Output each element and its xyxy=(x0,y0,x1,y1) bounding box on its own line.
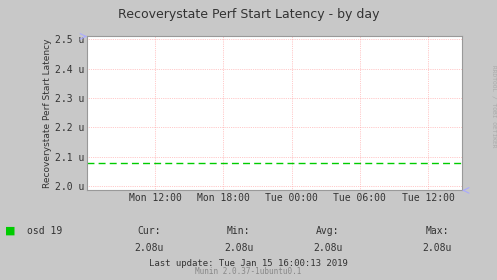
Text: 2.08u: 2.08u xyxy=(313,243,343,253)
Text: Munin 2.0.37-1ubuntu0.1: Munin 2.0.37-1ubuntu0.1 xyxy=(195,267,302,276)
Text: 2.08u: 2.08u xyxy=(224,243,253,253)
Text: Avg:: Avg: xyxy=(316,226,340,236)
Text: Min:: Min: xyxy=(227,226,250,236)
Text: osd 19: osd 19 xyxy=(27,226,63,236)
Text: Cur:: Cur: xyxy=(137,226,161,236)
Text: 2.08u: 2.08u xyxy=(422,243,452,253)
Y-axis label: Recoverystate Perf Start Latency: Recoverystate Perf Start Latency xyxy=(43,39,52,188)
Text: ■: ■ xyxy=(5,226,15,236)
Text: Max:: Max: xyxy=(425,226,449,236)
Text: Last update: Tue Jan 15 16:00:13 2019: Last update: Tue Jan 15 16:00:13 2019 xyxy=(149,259,348,268)
Text: Recoverystate Perf Start Latency - by day: Recoverystate Perf Start Latency - by da… xyxy=(118,8,379,21)
Text: RRDTOOL / TOBI OETIKER: RRDTOOL / TOBI OETIKER xyxy=(491,65,496,148)
Text: 2.08u: 2.08u xyxy=(134,243,164,253)
